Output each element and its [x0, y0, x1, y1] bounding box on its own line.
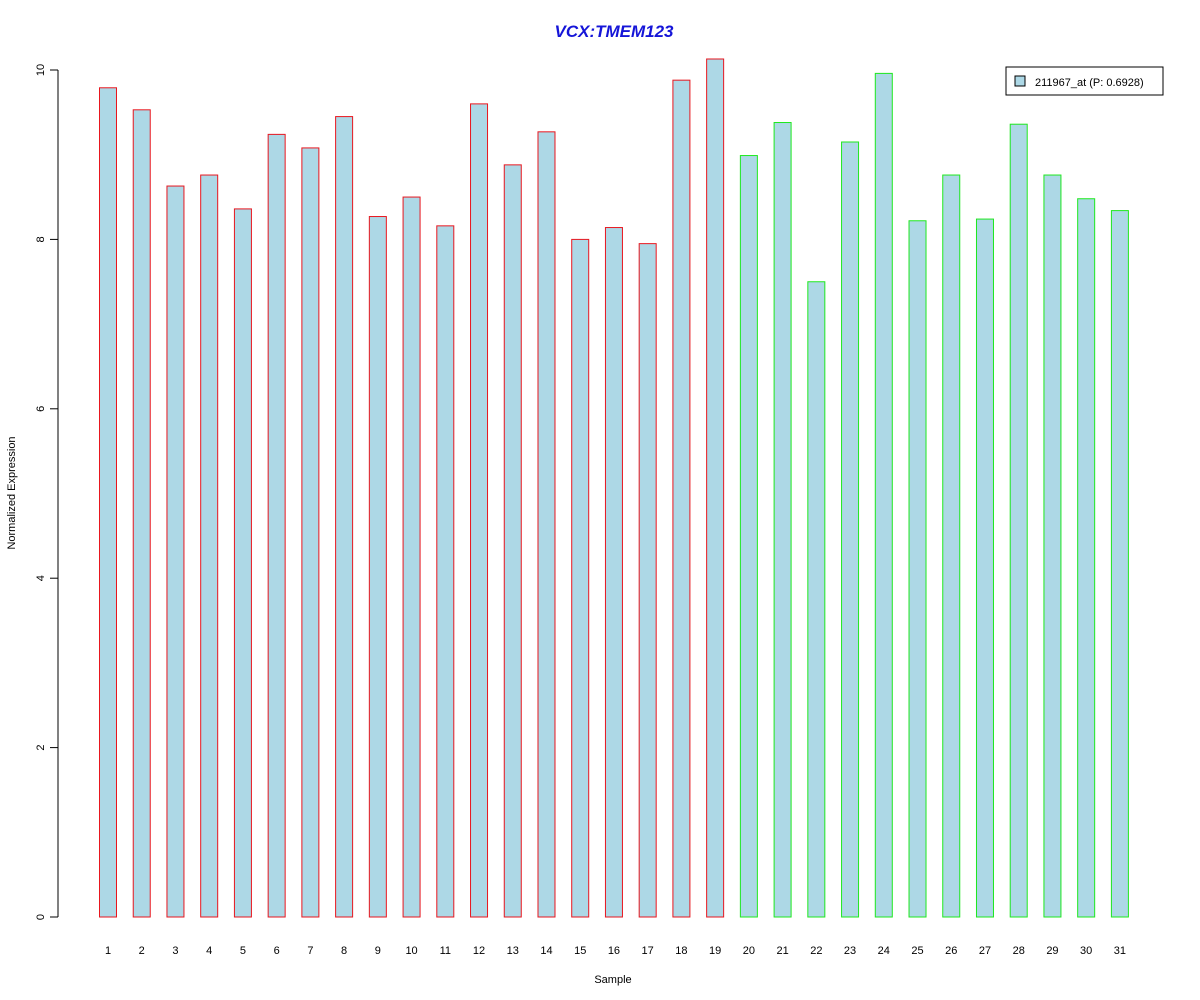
x-tick-label: 11	[440, 945, 451, 957]
y-tick-label: 2	[35, 745, 47, 751]
bar-sample-13	[503, 164, 522, 918]
bar-sample-7	[301, 147, 320, 918]
bars	[99, 58, 1129, 918]
x-axis-label: Sample	[594, 974, 631, 986]
bar-sample-8	[335, 116, 354, 918]
x-tick-label: 8	[341, 945, 347, 957]
x-tick-label: 22	[810, 945, 822, 957]
x-tick-label: 21	[776, 945, 788, 957]
x-tick-label: 16	[608, 945, 620, 957]
y-tick-label: 10	[35, 64, 47, 76]
bar-sample-19	[706, 58, 725, 918]
bar-sample-15	[571, 238, 590, 918]
y-tick-label: 0	[35, 914, 47, 920]
bar-sample-4	[200, 174, 219, 918]
bar-sample-16	[604, 227, 623, 918]
x-tick-label: 15	[574, 945, 586, 957]
y-tick-label: 4	[35, 575, 47, 581]
bar-sample-23	[841, 141, 860, 918]
y-axis-label: Normalized Expression	[6, 436, 18, 549]
bar-sample-21	[773, 122, 792, 918]
x-tick-label: 14	[540, 945, 552, 957]
x-tick-label: 23	[844, 945, 856, 957]
y-tick-label: 8	[35, 236, 47, 242]
x-tick-label: 18	[675, 945, 687, 957]
bar-sample-22	[807, 281, 826, 918]
x-tick-label: 20	[743, 945, 755, 957]
legend: 211967_at (P: 0.6928)	[1005, 66, 1164, 96]
bar-sample-26	[942, 174, 961, 918]
bar-sample-20	[739, 155, 758, 918]
x-tick-label: 2	[139, 945, 145, 957]
bar-sample-1	[99, 87, 117, 918]
bar-sample-30	[1077, 198, 1096, 918]
bar-sample-28	[1009, 123, 1028, 918]
bar-sample-14	[537, 131, 556, 918]
x-tick-label: 12	[473, 945, 485, 957]
bar-sample-27	[975, 218, 994, 918]
bar-sample-11	[436, 225, 455, 918]
x-tick-label: 5	[240, 945, 246, 957]
chart-title: VCX:TMEM123	[554, 22, 674, 41]
bar-sample-17	[638, 243, 657, 918]
x-tick-label: 3	[172, 945, 178, 957]
x-tick-label: 9	[375, 945, 381, 957]
bar-sample-2	[132, 109, 151, 918]
x-tick-label: 17	[642, 945, 654, 957]
x-tick-label: 6	[274, 945, 280, 957]
bar-sample-5	[233, 208, 252, 918]
y-axis: 0 2 4 6 8 10	[35, 64, 59, 920]
y-tick-label: 6	[35, 406, 47, 412]
x-tick-label: 28	[1013, 945, 1025, 957]
x-tick-labels: 1 2 3 4 5 6 7 8 9 10 11 12 13 14 15 16 17 18 19 20 21 22 23 24 2…	[105, 945, 1126, 957]
x-tick-label: 26	[945, 945, 957, 957]
x-tick-label: 27	[979, 945, 991, 957]
x-tick-label: 4	[206, 945, 212, 957]
bar-sample-31	[1110, 210, 1129, 918]
x-tick-label: 25	[911, 945, 923, 957]
bar-sample-12	[470, 103, 489, 918]
bar-sample-18	[672, 79, 691, 918]
x-tick-label: 30	[1080, 945, 1092, 957]
x-tick-label: 7	[307, 945, 313, 957]
x-tick-label: 24	[878, 945, 890, 957]
bar-sample-25	[908, 220, 927, 918]
legend-box	[1005, 66, 1164, 96]
bar-sample-29	[1043, 174, 1062, 918]
x-tick-label: 1	[105, 945, 111, 957]
legend-swatch	[1014, 75, 1026, 87]
bar-sample-10	[402, 196, 421, 918]
legend-label: 211967_at (P: 0.6928)	[1035, 77, 1144, 89]
x-tick-label: 29	[1046, 945, 1058, 957]
bar-sample-6	[267, 133, 286, 918]
x-tick-label: 19	[709, 945, 721, 957]
x-tick-label: 13	[507, 945, 519, 957]
x-tick-label: 10	[405, 945, 417, 957]
bar-sample-24	[874, 72, 893, 918]
bar-sample-9	[368, 216, 387, 918]
x-tick-label: 31	[1114, 945, 1126, 957]
bar-sample-3	[166, 185, 185, 918]
